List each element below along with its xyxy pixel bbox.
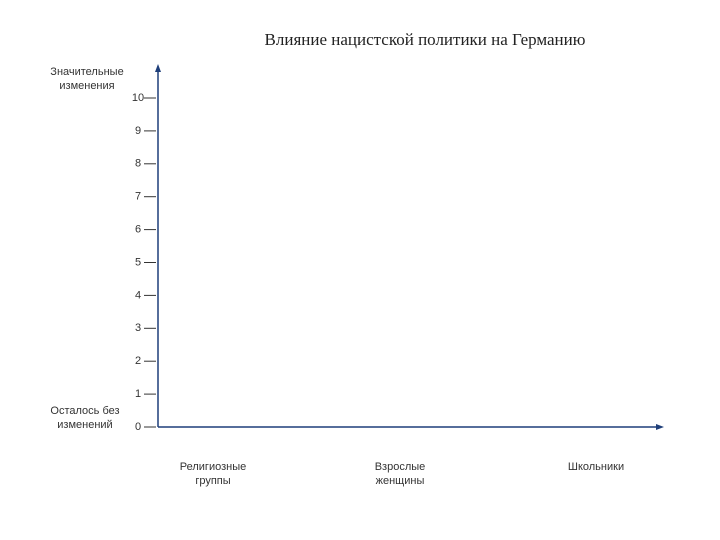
y-tick-label: 1 [135,388,141,400]
x-arrow [656,424,664,430]
y-tick-label: 7 [135,191,141,203]
y-tick-label: 6 [135,224,141,236]
y-tick-label: 4 [135,289,141,301]
y-arrow [155,64,161,72]
y-tick-label: 0 [135,421,141,433]
y-tick-label: 5 [135,256,141,268]
chart-title: Влияние нацистской политики на Германию [264,30,586,49]
y-tick-label: 3 [135,322,141,334]
y-tick-label: 10 [132,92,144,104]
x-tick-label: Религиозные группы [179,461,247,487]
x-tick-label: Школьники [567,461,625,473]
y-tick-label: 2 [135,355,141,367]
y-tick-label: 9 [135,125,141,137]
x-tick-label: Взрослые женщины [374,461,426,487]
y-tick-label: 8 [135,158,141,170]
y-bottom-label: Осталось без изменений [50,405,120,431]
y-top-label: Значительные изменения [50,66,124,92]
